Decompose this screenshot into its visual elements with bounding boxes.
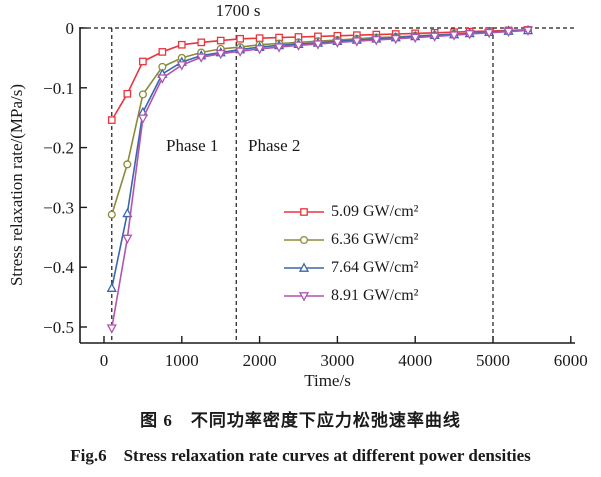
chart-plot: 0 −0.1 −0.2 −0.3 −0.4 −0.5 0 1000 2000 3000 4000 50…	[43, 19, 588, 370]
data-point-square	[158, 48, 167, 56]
data-point-triangle-down	[332, 38, 343, 48]
tick-label: 0	[100, 351, 109, 370]
data-point-triangle-down	[254, 45, 265, 55]
legend-row: 6.36 GW/cm²	[283, 229, 418, 251]
data-point-square	[197, 38, 206, 47]
data-point-square	[300, 208, 308, 216]
tick-label: 3000	[320, 351, 354, 370]
legend-marker-square-icon	[284, 208, 324, 216]
legend-row: 5.09 GW/cm²	[283, 201, 418, 223]
data-point-square	[177, 40, 186, 49]
figure-caption-en: Fig.6 Stress relaxation rate curves at d…	[70, 446, 531, 465]
data-point-triangle-down	[449, 31, 460, 41]
data-point-triangle-up	[122, 207, 133, 218]
legend-marker-triangle-down-icon	[284, 292, 324, 302]
legend-marker-triangle-up-icon	[284, 262, 324, 272]
data-point-triangle-down	[176, 61, 187, 71]
data-point-circle	[138, 90, 147, 99]
data-point-circle	[107, 210, 116, 219]
data-point-triangle-up	[106, 282, 117, 292]
legend-marker-circle-icon	[284, 235, 324, 245]
data-point-triangle-down	[503, 27, 514, 38]
series-line-circle	[111, 29, 529, 215]
data-point-triangle-down	[410, 33, 421, 44]
data-point-triangle-down	[122, 234, 133, 245]
data-point-triangle-down	[390, 34, 401, 45]
data-point-triangle-down	[371, 36, 382, 46]
legend-label: 7.64 GW/cm²	[331, 259, 419, 276]
tick-label: 0	[66, 19, 75, 38]
data-point-circle	[123, 160, 132, 169]
legend-label: 8.91 GW/cm²	[331, 287, 419, 304]
tick-label: 5000	[476, 351, 510, 370]
data-point-triangle-down	[484, 28, 495, 39]
data-point-square	[139, 57, 147, 66]
annotation-1700s: 1700 s	[215, 1, 261, 20]
legend: 5.09 GW/cm² 6.36 GW/cm² 7.64 GW/cm² 8.91…	[283, 201, 418, 307]
data-point-triangle-down	[298, 292, 310, 302]
data-point-square	[236, 34, 244, 43]
data-point-triangle-up	[298, 262, 310, 272]
data-point-triangle-down	[235, 47, 246, 57]
phase1-label: Phase 1	[166, 136, 219, 155]
data-point-triangle-down	[429, 32, 440, 42]
tick-label: −0.3	[43, 198, 74, 217]
data-point-triangle-down	[215, 49, 226, 60]
tick-label: −0.1	[43, 79, 74, 98]
data-point-square	[255, 34, 264, 43]
legend-label: 5.09 GW/cm²	[331, 203, 419, 220]
data-point-triangle-down	[522, 26, 534, 36]
y-axis-title: Stress relaxation rate/(MPa/s)	[7, 83, 26, 287]
data-point-triangle-down	[106, 324, 117, 334]
data-point-triangle-down	[464, 30, 475, 40]
figure-caption-zh: 图 6 不同功率密度下应力松弛速率曲线	[140, 411, 461, 430]
data-point-triangle-down	[312, 40, 324, 50]
data-point-triangle-down	[273, 43, 285, 53]
tick-label: −0.2	[43, 139, 74, 158]
tick-label: 4000	[398, 351, 432, 370]
data-point-triangle-down	[157, 74, 168, 84]
data-point-triangle-down	[196, 53, 207, 63]
tick-label: 2000	[243, 351, 277, 370]
tick-label: −0.5	[43, 318, 74, 337]
phase2-label: Phase 2	[248, 136, 301, 155]
data-point-triangle-down	[351, 37, 362, 47]
legend-label: 6.36 GW/cm²	[331, 231, 419, 248]
tick-label: 6000	[554, 351, 588, 370]
data-point-square	[123, 89, 132, 98]
data-point-triangle-down	[293, 41, 304, 51]
data-point-circle	[299, 235, 309, 245]
legend-row: 7.64 GW/cm²	[283, 257, 418, 279]
legend-row: 8.91 GW/cm²	[283, 285, 418, 307]
data-point-square	[107, 116, 116, 124]
tick-label: 1000	[165, 351, 199, 370]
x-axis-title: Time/s	[304, 371, 351, 390]
tick-label: −0.4	[43, 258, 74, 277]
data-point-triangle-down	[137, 114, 148, 124]
data-point-square	[216, 36, 225, 45]
